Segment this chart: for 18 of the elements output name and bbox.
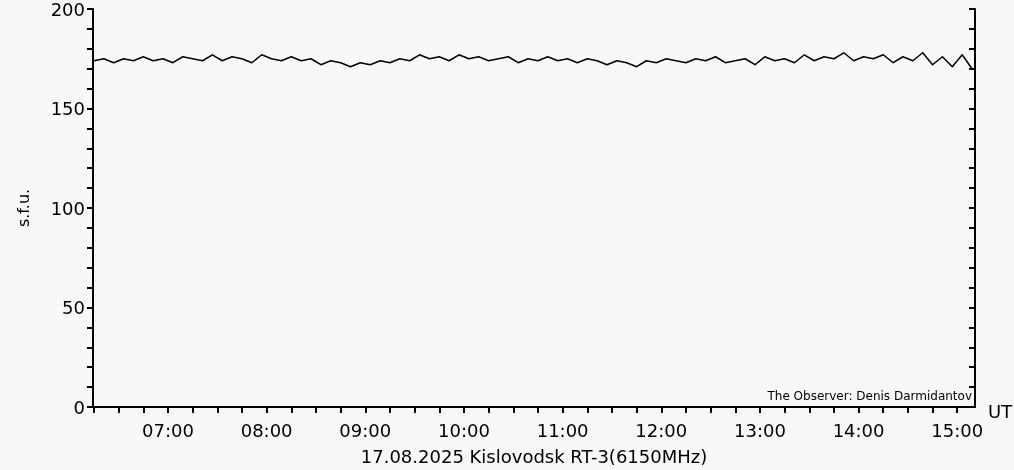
y-tick-label: 50: [62, 297, 85, 318]
x-tick-label: 12:00: [635, 419, 688, 441]
text: UT: [988, 400, 1014, 422]
x-tick-label: 07:00: [142, 419, 194, 441]
y-tick-label: 0: [73, 396, 85, 418]
y-tick-label: 150: [50, 98, 85, 119]
x-axis-title: 17.08.2025 Kislovodsk RT-3(6150MHz): [360, 445, 708, 467]
x-tick-label: 08:00: [240, 419, 293, 441]
x-tick-label: 11:00: [536, 419, 589, 441]
y-tick-label: 200: [50, 0, 85, 20]
x-tick-label: 13:00: [733, 419, 786, 441]
x-tick-label: 10:00: [438, 419, 490, 441]
x-tick-label: 14:00: [832, 419, 885, 441]
y-tick-label: 100: [50, 197, 85, 219]
annotation: The Observer: Denis Darmidantov: [766, 389, 973, 403]
y-axis-title: s.f.u.: [13, 188, 33, 228]
x-tick-label: 15:00: [931, 419, 984, 441]
x-tick-label: 09:00: [339, 419, 392, 441]
